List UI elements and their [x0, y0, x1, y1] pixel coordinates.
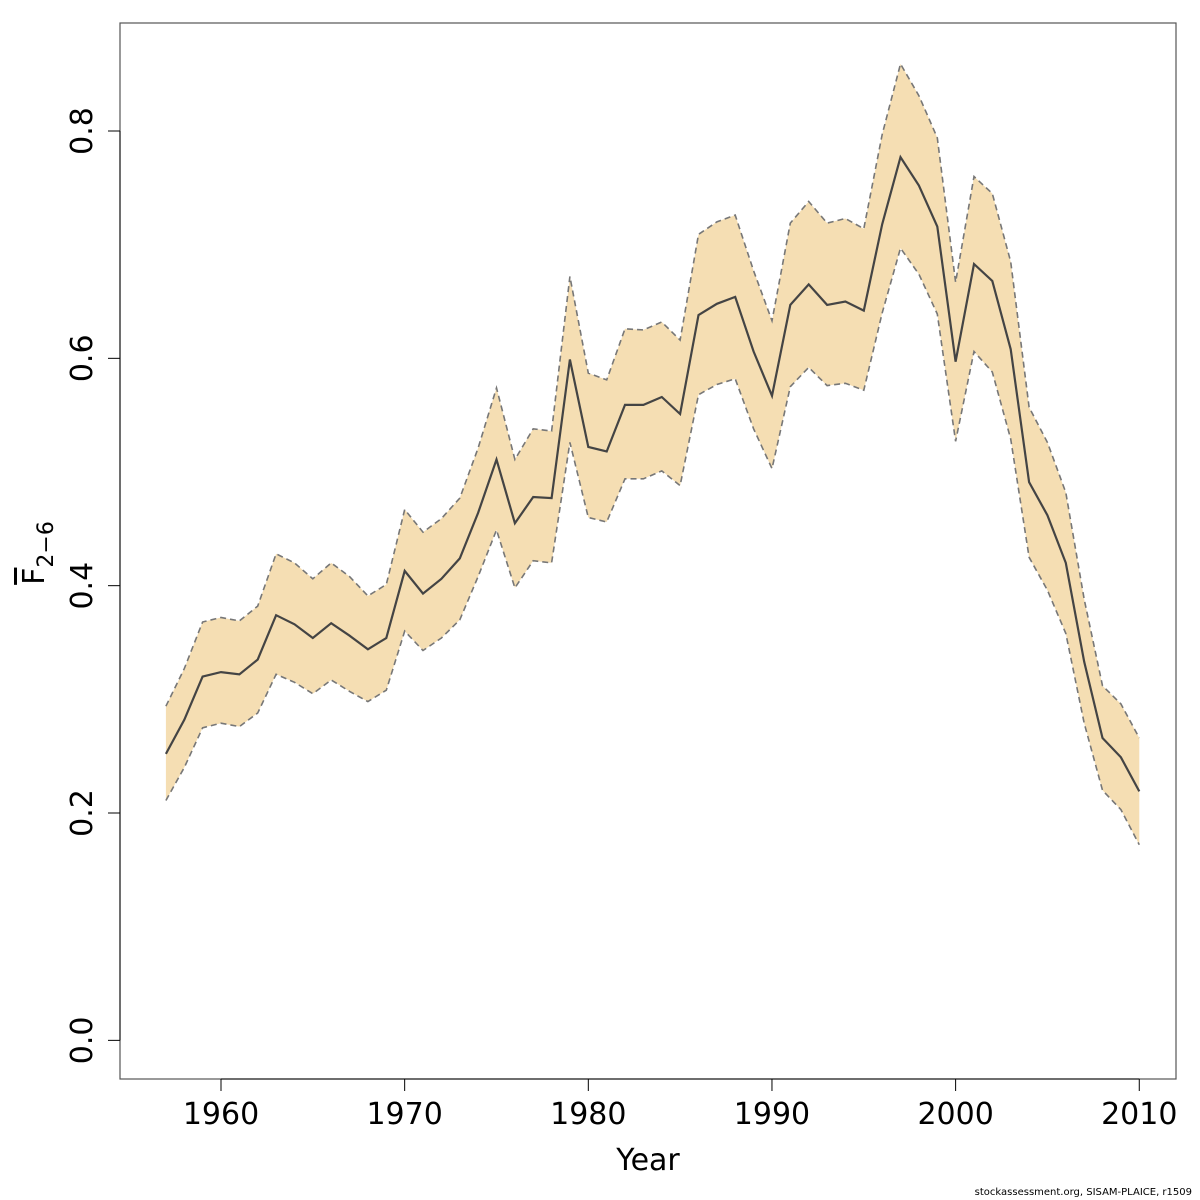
x-axis-title: Year: [615, 1143, 680, 1178]
y-axis-title-subscript: 2−6: [34, 521, 59, 567]
confidence-band: [165, 63, 1140, 845]
y-tick-label: 0.8: [65, 107, 100, 155]
credit-footnote: stockassessment.org, SISAM-PLAICE, r1509: [974, 1187, 1192, 1198]
estimate-line: [164, 154, 1141, 792]
plot-area: [164, 61, 1141, 846]
x-tick-label: 1970: [366, 1097, 442, 1132]
plot-frame: [119, 22, 1177, 1080]
y-tick-label: 0.4: [65, 562, 100, 610]
y-axis-title-base: F: [17, 568, 52, 585]
y-axis-title: F2−6: [17, 521, 59, 585]
x-tick-label: 1960: [183, 1097, 259, 1132]
y-axis: 0.0 0.2 0.4 0.6 0.8: [65, 107, 121, 1065]
x-tick-label: 1980: [550, 1097, 626, 1132]
lower-bound-line: [165, 246, 1141, 846]
x-axis: 1960 1970 1980 1990 2000 2010: [183, 1078, 1177, 1132]
y-tick-label: 0.6: [65, 334, 100, 382]
x-tick-label: 2000: [917, 1097, 993, 1132]
svg-text:F2−6: F2−6: [17, 521, 59, 585]
x-tick-label: 1990: [734, 1097, 810, 1132]
y-tick-label: 0.0: [65, 1017, 100, 1065]
y-tick-label: 0.2: [65, 789, 100, 837]
upper-bound-line: [165, 61, 1141, 739]
x-tick-label: 2010: [1101, 1097, 1177, 1132]
